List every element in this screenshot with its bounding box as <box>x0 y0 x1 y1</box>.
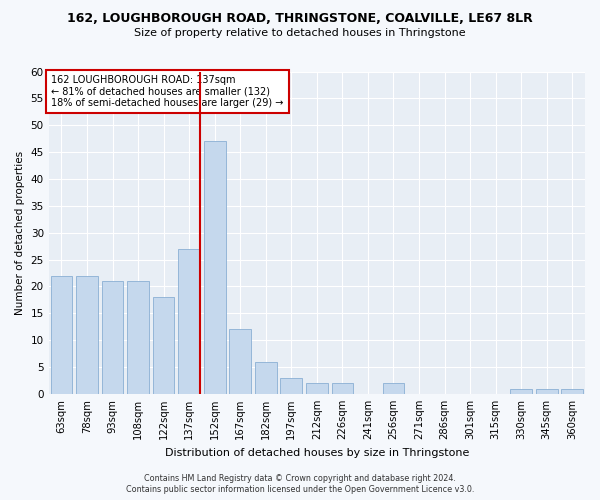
Bar <box>562 388 583 394</box>
Bar <box>127 281 149 394</box>
Bar <box>204 142 226 394</box>
Bar <box>76 276 98 394</box>
Bar <box>306 383 328 394</box>
Text: 162 LOUGHBOROUGH ROAD: 137sqm
← 81% of detached houses are smaller (132)
18% of : 162 LOUGHBOROUGH ROAD: 137sqm ← 81% of d… <box>52 74 284 108</box>
Bar <box>229 330 251 394</box>
Bar <box>178 249 200 394</box>
X-axis label: Distribution of detached houses by size in Thringstone: Distribution of detached houses by size … <box>164 448 469 458</box>
Bar <box>153 297 175 394</box>
Bar <box>383 383 404 394</box>
Y-axis label: Number of detached properties: Number of detached properties <box>15 150 25 315</box>
Text: Contains HM Land Registry data © Crown copyright and database right 2024.
Contai: Contains HM Land Registry data © Crown c… <box>126 474 474 494</box>
Bar <box>101 281 124 394</box>
Bar <box>50 276 72 394</box>
Bar <box>536 388 557 394</box>
Bar <box>510 388 532 394</box>
Text: 162, LOUGHBOROUGH ROAD, THRINGSTONE, COALVILLE, LE67 8LR: 162, LOUGHBOROUGH ROAD, THRINGSTONE, COA… <box>67 12 533 26</box>
Text: Size of property relative to detached houses in Thringstone: Size of property relative to detached ho… <box>134 28 466 38</box>
Bar <box>280 378 302 394</box>
Bar <box>255 362 277 394</box>
Bar <box>332 383 353 394</box>
